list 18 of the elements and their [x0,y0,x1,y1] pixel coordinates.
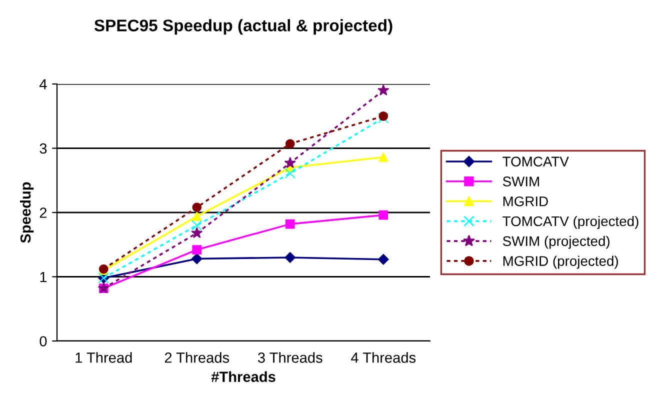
x-tick-label: 2 Threads [164,352,230,363]
legend-label: MGRID [503,196,548,206]
x-tick-label: 3 Threads [258,352,322,363]
y-axis-title: Speedup [20,182,34,243]
y-tick-label: 2 [40,208,47,218]
x-tick-label: 1 Thread [76,352,132,363]
chart-title: SPEC95 Speedup (actual & projected) [94,19,392,35]
y-tick-label: 3 [40,143,47,154]
legend-label: TOMCATV [502,156,569,166]
y-tick-label: 4 [40,79,47,90]
legend-label: MGRID (projected) [503,256,618,269]
x-tick-label: 4 Threads [351,352,416,363]
legend-label: TOMCATV (projected) [502,216,638,229]
x-axis-title: #Threads [211,371,276,382]
y-tick-label: 1 [40,272,47,282]
y-tick-label: 0 [40,336,47,346]
legend-label: SWIM (projected) [502,236,610,249]
legend-label: SWIM [502,176,539,186]
